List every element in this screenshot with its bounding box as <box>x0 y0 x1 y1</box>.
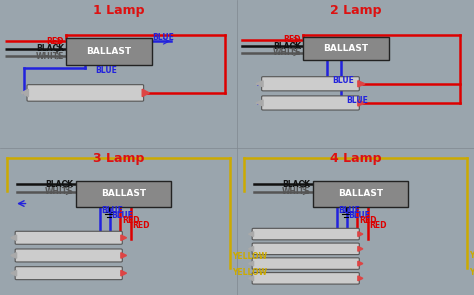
Text: RED: RED <box>283 35 301 44</box>
Text: 3 Lamp: 3 Lamp <box>93 152 144 165</box>
Polygon shape <box>11 270 17 276</box>
Text: BLUE: BLUE <box>95 66 117 75</box>
Polygon shape <box>248 246 254 251</box>
Text: WHITE: WHITE <box>273 48 301 57</box>
FancyBboxPatch shape <box>15 267 122 280</box>
Text: YELLOW: YELLOW <box>232 268 267 277</box>
Polygon shape <box>358 232 363 237</box>
FancyBboxPatch shape <box>303 37 389 60</box>
FancyBboxPatch shape <box>15 249 122 262</box>
FancyBboxPatch shape <box>262 96 359 110</box>
Text: BLUE: BLUE <box>346 96 368 104</box>
Polygon shape <box>256 81 263 87</box>
Text: BLUE: BLUE <box>153 33 174 42</box>
Text: RED: RED <box>46 37 64 46</box>
Polygon shape <box>256 100 263 106</box>
FancyBboxPatch shape <box>76 181 171 206</box>
FancyBboxPatch shape <box>252 228 359 240</box>
Polygon shape <box>358 276 363 281</box>
Text: BALLAST: BALLAST <box>337 189 383 199</box>
Text: RED: RED <box>369 221 387 230</box>
Polygon shape <box>358 246 363 251</box>
Text: BLACK: BLACK <box>283 180 310 189</box>
Text: RED: RED <box>359 216 376 225</box>
Text: BLACK: BLACK <box>36 44 64 53</box>
FancyBboxPatch shape <box>15 231 122 244</box>
Text: BLUE: BLUE <box>111 211 133 220</box>
Text: RED: RED <box>122 216 139 225</box>
Polygon shape <box>11 235 17 241</box>
Polygon shape <box>358 100 365 106</box>
Text: BLUE: BLUE <box>101 206 123 215</box>
Text: BALLAST: BALLAST <box>323 44 369 53</box>
Text: BLUE: BLUE <box>332 76 354 85</box>
Text: BLACK: BLACK <box>273 42 301 51</box>
Text: BALLAST: BALLAST <box>100 189 146 199</box>
FancyBboxPatch shape <box>313 181 408 206</box>
Text: WHITE: WHITE <box>36 52 64 60</box>
Polygon shape <box>142 89 149 97</box>
Text: YELLOW: YELLOW <box>232 252 267 261</box>
Text: WHITE: WHITE <box>45 187 73 196</box>
Polygon shape <box>121 270 127 276</box>
Text: 4 Lamp: 4 Lamp <box>330 152 381 165</box>
Polygon shape <box>248 232 254 237</box>
Text: BLACK: BLACK <box>46 180 73 189</box>
Text: RED: RED <box>132 221 150 230</box>
Text: BLUE: BLUE <box>338 206 360 215</box>
Text: 2 Lamp: 2 Lamp <box>330 4 381 17</box>
Polygon shape <box>358 81 365 87</box>
Polygon shape <box>248 276 254 281</box>
Polygon shape <box>121 253 127 258</box>
Text: BALLAST: BALLAST <box>86 47 132 56</box>
Polygon shape <box>121 235 127 241</box>
Polygon shape <box>11 253 17 258</box>
Text: YELLOW: YELLOW <box>469 268 474 277</box>
Text: BLUE: BLUE <box>348 211 370 220</box>
Polygon shape <box>358 261 363 266</box>
Polygon shape <box>21 89 28 97</box>
FancyBboxPatch shape <box>252 273 359 284</box>
FancyBboxPatch shape <box>252 243 359 255</box>
FancyBboxPatch shape <box>252 258 359 269</box>
FancyBboxPatch shape <box>262 77 359 91</box>
FancyBboxPatch shape <box>66 38 152 65</box>
Text: YELLOW: YELLOW <box>469 251 474 260</box>
Polygon shape <box>248 261 254 266</box>
Text: 1 Lamp: 1 Lamp <box>93 4 144 17</box>
Text: WHITE: WHITE <box>282 187 310 196</box>
FancyBboxPatch shape <box>27 85 144 101</box>
